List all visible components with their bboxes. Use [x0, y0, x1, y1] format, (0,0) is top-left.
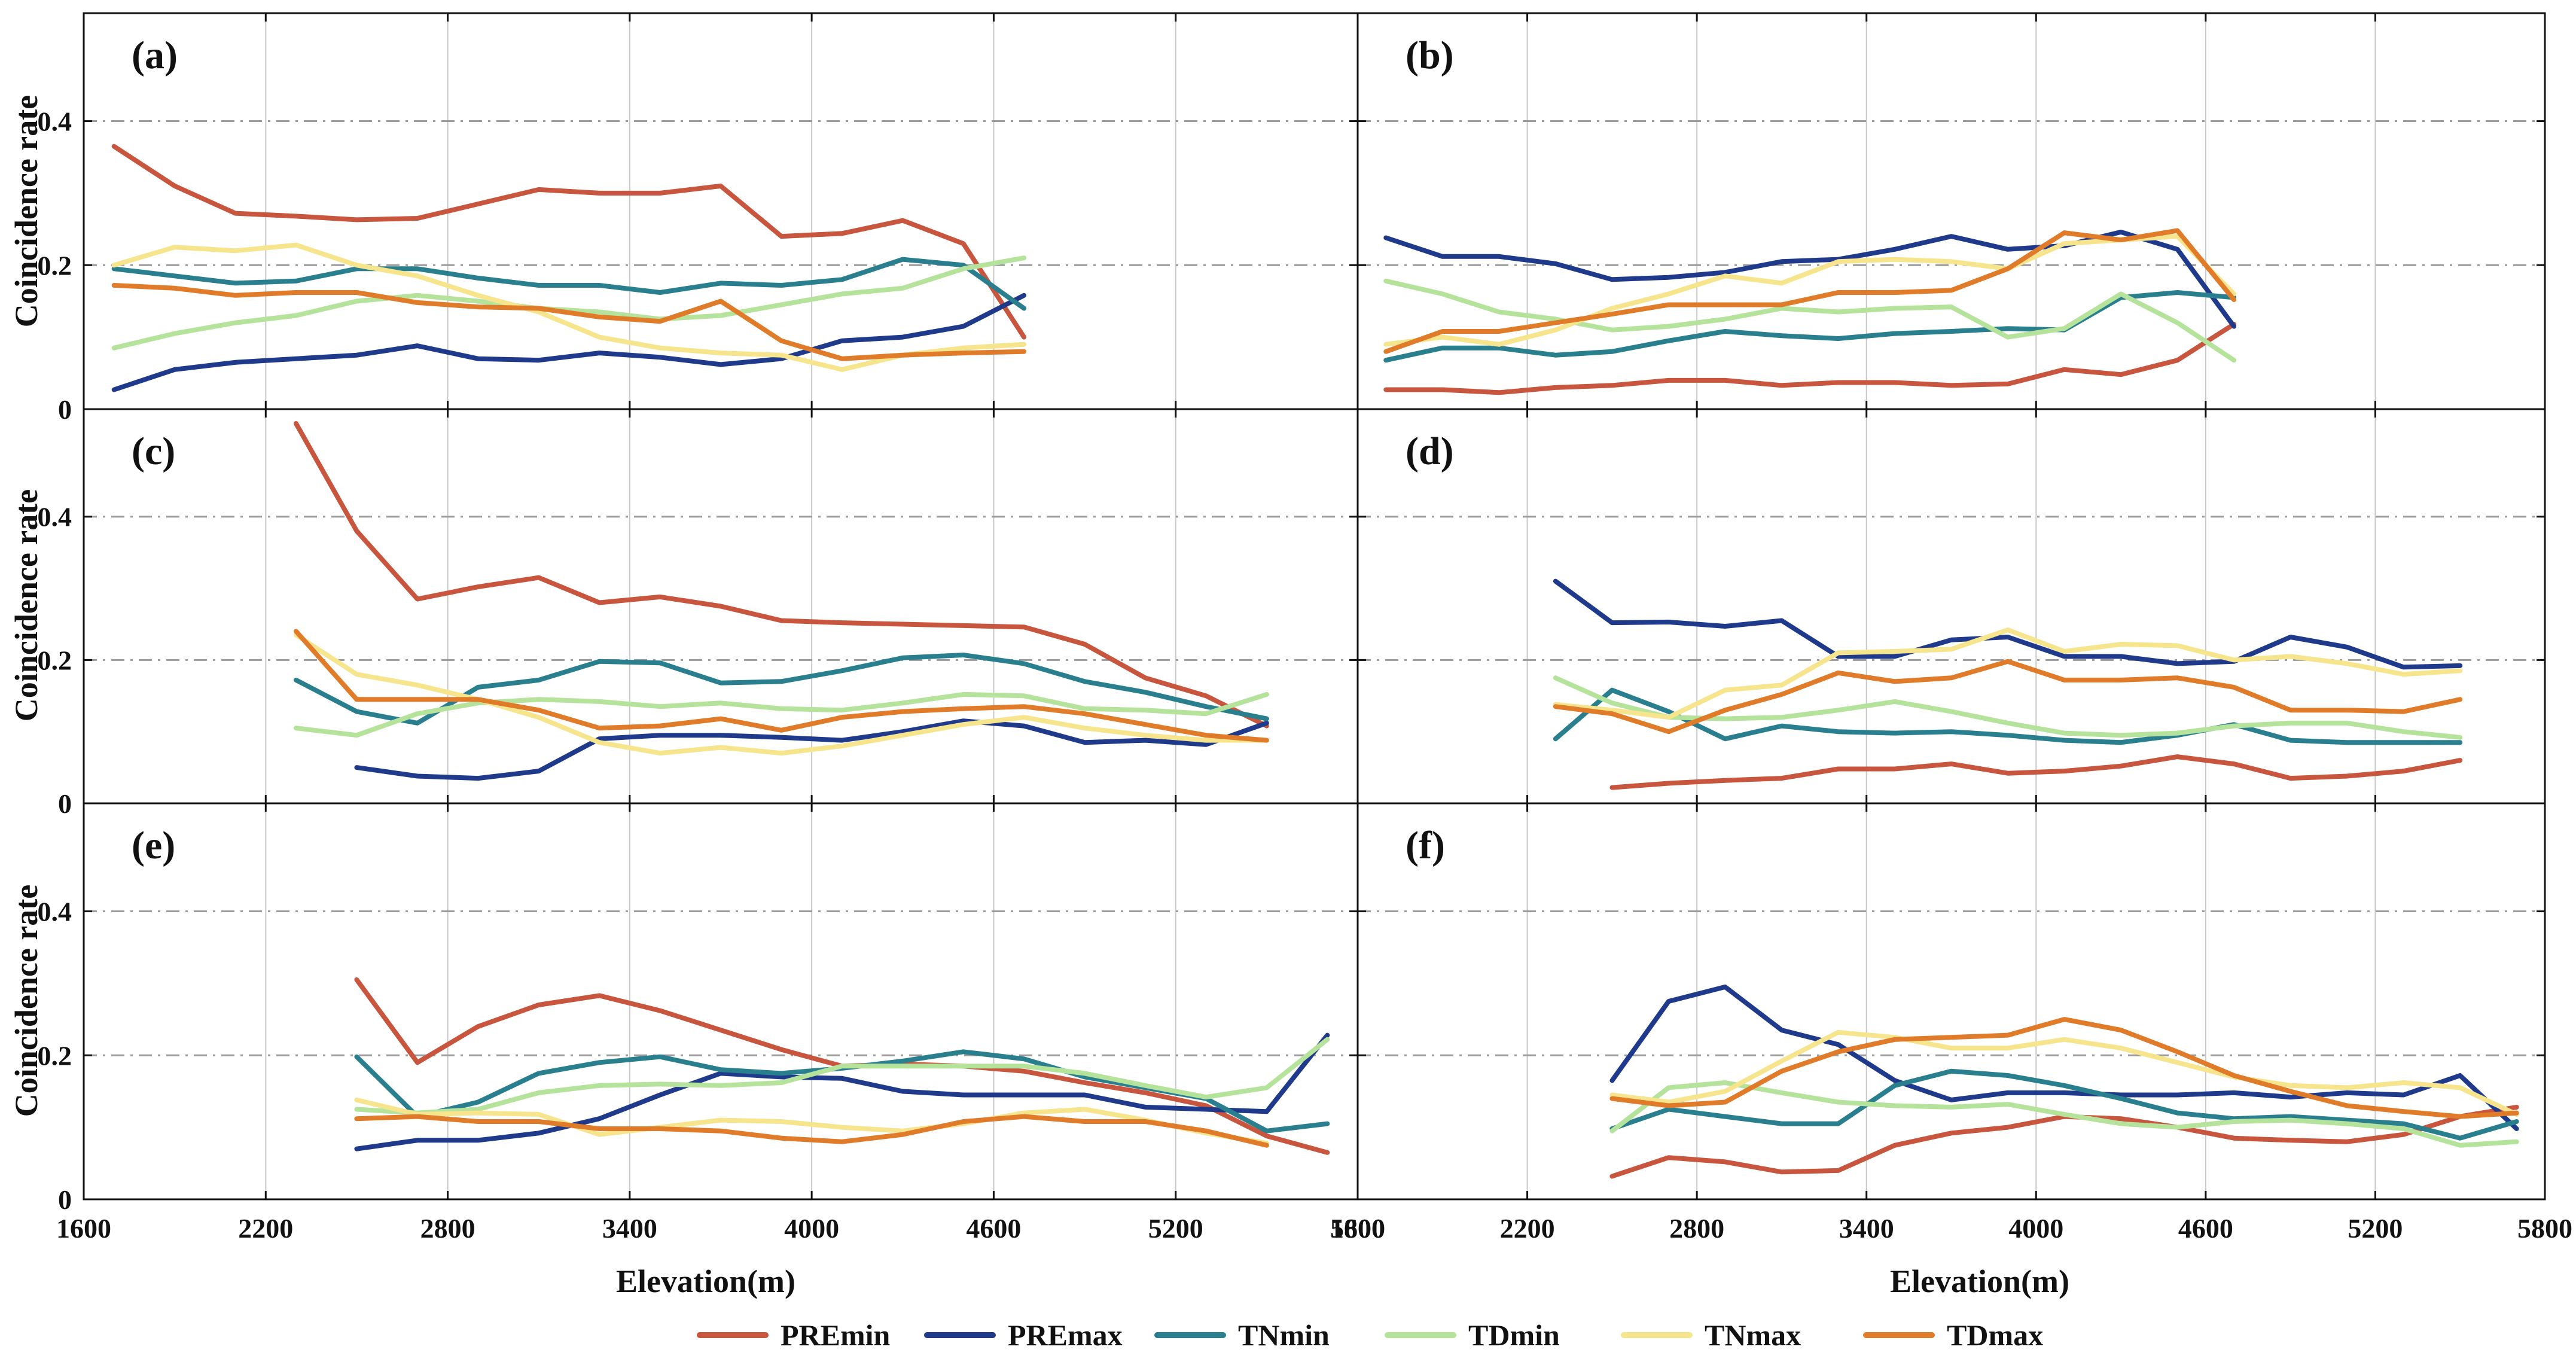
y-axis-label-bottom: Coincidence rate	[8, 885, 44, 1117]
legend-label: TNmax	[1705, 1318, 1801, 1352]
series-line-tnmax	[354, 1097, 1269, 1146]
legend-item-tnmin: TNmin	[1154, 1318, 1330, 1352]
series-line-premax	[354, 718, 1269, 781]
panel-label: (f)	[1406, 824, 1445, 867]
y-tick-label: 0	[58, 788, 72, 819]
y-tick-label: 0.4	[38, 897, 72, 927]
x-tick-label: 4000	[2008, 1213, 2063, 1244]
series-line-tnmax	[1553, 627, 2463, 720]
panel-b: (b)	[1356, 12, 2546, 410]
legend: PREmin PREmax TNmin TDmin TNmax TDmax	[697, 1318, 2043, 1352]
legend-label: PREmax	[1008, 1318, 1123, 1352]
panels: 0 0.2 0.4 (a) (b) 0 0.2 0.4 (c) (d) 0 0.2 0.4 1600 220…	[38, 12, 2572, 1244]
y-tick-label: 0	[58, 394, 72, 425]
panel-c: 0 0.2 0.4 (c)	[38, 408, 1359, 819]
series-line-tnmax	[111, 242, 1027, 372]
series-line-tnmax	[1609, 1029, 2519, 1117]
series-line-premax	[1609, 984, 2519, 1131]
y-axis-label-middle: Coincidence rate	[8, 489, 44, 721]
series-line-tnmin	[1609, 1068, 2519, 1141]
panel-e: 0 0.2 0.4 1600 2200 2800 3400 4000 4600 5200 5800 (…	[38, 802, 1385, 1244]
panel-label: (b)	[1406, 33, 1454, 77]
series-line-premin	[1609, 754, 2463, 790]
x-tick-label: 4000	[784, 1213, 839, 1244]
series-line-tdmax	[294, 629, 1269, 743]
x-axis-label-left: Elevation(m)	[616, 1263, 795, 1299]
panel-label: (d)	[1406, 429, 1454, 473]
x-tick-label: 1600	[56, 1213, 111, 1244]
x-tick-label: 5800	[1330, 1213, 1385, 1244]
plot-frame	[1356, 12, 2546, 410]
y-tick-label: 0.2	[38, 1040, 72, 1071]
legend-label: TNmin	[1238, 1318, 1330, 1352]
series-line-premax	[111, 293, 1027, 392]
series-line-premax	[1553, 578, 2463, 670]
x-tick-label: 2200	[238, 1213, 293, 1244]
series-line-tdmin	[111, 255, 1027, 351]
x-tick-label: 5200	[1148, 1213, 1203, 1244]
series-line-tnmin	[1553, 687, 2463, 745]
series-line-tdmin	[1609, 1080, 2519, 1148]
series-line-tdmin	[294, 691, 1269, 738]
x-tick-label: 5200	[2348, 1213, 2403, 1244]
legend-label: TDmax	[1947, 1318, 2043, 1352]
series-line-tdmin	[354, 1037, 1330, 1116]
y-tick-label: 0.2	[38, 645, 72, 675]
x-axis-label-right: Elevation(m)	[1890, 1263, 2069, 1299]
panel-a: 0 0.2 0.4 (a)	[38, 12, 1359, 425]
series-line-tnmin	[111, 257, 1027, 311]
legend-label: PREmin	[781, 1318, 891, 1352]
panel-label: (c)	[132, 429, 175, 473]
x-tick-label: 1600	[1330, 1213, 1385, 1244]
panel-label: (a)	[132, 33, 178, 77]
x-tick-label: 2800	[1669, 1213, 1724, 1244]
series-line-premax	[354, 1032, 1330, 1151]
x-tick-label: 2800	[420, 1213, 475, 1244]
legend-label: TDmin	[1468, 1318, 1560, 1352]
series-line-tdmax	[354, 1114, 1269, 1148]
panel-f: 1600 2200 2800 3400 4000 4600 5200 5800 (f)	[1330, 802, 2572, 1244]
series-line-tnmax	[1383, 234, 2237, 347]
y-tick-label: 0	[58, 1184, 72, 1215]
y-axis-label-top: Coincidence rate	[8, 95, 44, 327]
legend-item-premax: PREmax	[924, 1318, 1123, 1352]
plot-frame	[83, 802, 1359, 1201]
series-line-tdmax	[111, 283, 1027, 361]
series-line-tdmax	[1383, 228, 2237, 354]
series-line-premin	[111, 144, 1027, 340]
x-tick-label: 2200	[1500, 1213, 1555, 1244]
legend-item-tnmax: TNmax	[1621, 1318, 1801, 1352]
legend-item-premin: PREmin	[697, 1318, 891, 1352]
series-line-tdmax	[1553, 659, 2463, 735]
legend-item-tdmax: TDmax	[1863, 1318, 2043, 1352]
y-tick-label: 0.4	[38, 502, 72, 532]
x-tick-label: 3400	[1839, 1213, 1894, 1244]
x-tick-label: 3400	[602, 1213, 657, 1244]
panel-d: (d)	[1356, 408, 2546, 805]
series-line-tdmax	[1609, 1017, 2519, 1119]
series-line-premax	[1383, 229, 2237, 329]
panel-label: (e)	[132, 824, 175, 867]
x-tick-label: 5800	[2517, 1213, 2572, 1244]
series-line-tnmax	[294, 632, 1269, 756]
y-tick-label: 0.4	[38, 106, 72, 137]
x-tick-label: 4600	[2178, 1213, 2233, 1244]
y-tick-label: 0.2	[38, 250, 72, 281]
series-line-premin	[294, 421, 1269, 729]
series-line-tdmin	[1383, 278, 2237, 363]
series-line-premin	[1383, 322, 2237, 395]
plot-frame	[83, 12, 1359, 410]
legend-item-tdmin: TDmin	[1385, 1318, 1560, 1352]
plot-frame	[1356, 802, 2546, 1201]
x-tick-label: 4600	[966, 1213, 1021, 1244]
